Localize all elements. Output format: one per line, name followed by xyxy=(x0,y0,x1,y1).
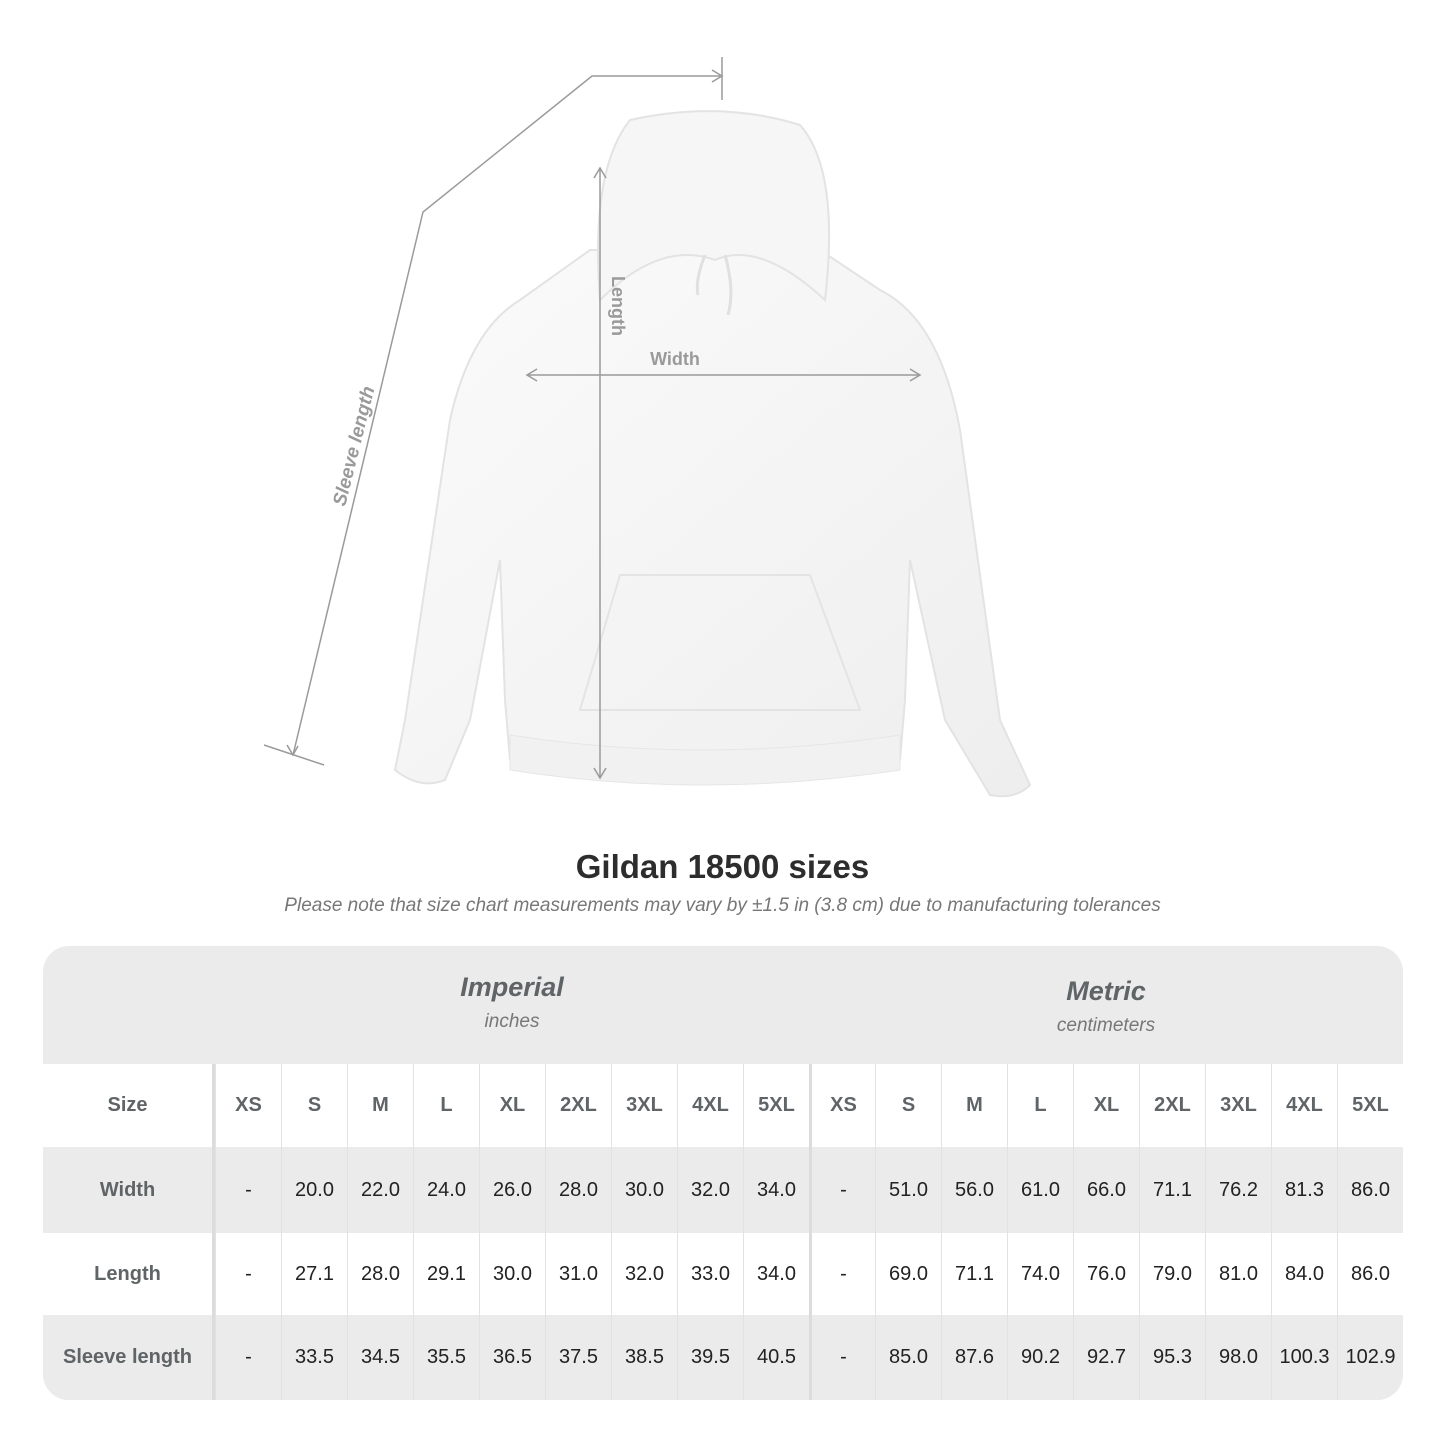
imperial-size-L: L xyxy=(413,1064,479,1147)
page-title: Gildan 18500 sizes xyxy=(575,848,870,885)
metric-value-cell: 95.3 xyxy=(1139,1315,1205,1400)
metric-size-XS: XS xyxy=(809,1064,875,1147)
metric-value-cell: 102.9 xyxy=(1337,1315,1403,1400)
imperial-value-cell: 33.5 xyxy=(281,1315,347,1400)
size-label: Size xyxy=(43,1064,215,1147)
table-row: Length -27.1 28.0 29.1 30.0 31.0 32.0 33.0 34.0-… xyxy=(43,1233,1403,1315)
imperial-header: Imperial inches xyxy=(215,946,809,1064)
metric-header: Metric centimeters xyxy=(809,946,1403,1064)
imperial-size-M: M xyxy=(347,1064,413,1147)
metric-value-cell: 81.3 xyxy=(1271,1147,1337,1233)
metric-value-cell: 76.0 xyxy=(1073,1233,1139,1315)
size-table: Imperial inches Metric centimeters Size X… xyxy=(43,946,1403,1400)
metric-value-cell: 61.0 xyxy=(1007,1147,1073,1233)
metric-value-cell: 87.6 xyxy=(941,1315,1007,1400)
imperial-value-cell: 33.0 xyxy=(677,1233,743,1315)
metric-value-cell: 69.0 xyxy=(875,1233,941,1315)
imperial-value-cell: 34.0 xyxy=(743,1147,809,1233)
imperial-value-cell: - xyxy=(215,1147,281,1233)
imperial-value-cell: 37.5 xyxy=(545,1315,611,1400)
imperial-value-cell: 39.5 xyxy=(677,1315,743,1400)
row-label: Length xyxy=(43,1233,215,1315)
metric-value-cell: 71.1 xyxy=(1139,1147,1205,1233)
imperial-size-XL: XL xyxy=(479,1064,545,1147)
metric-value-cell: 56.0 xyxy=(941,1147,1007,1233)
metric-value-cell: 66.0 xyxy=(1073,1147,1139,1233)
imperial-value-cell: 31.0 xyxy=(545,1233,611,1315)
imperial-value-cell: 28.0 xyxy=(545,1147,611,1233)
imperial-value-cell: 38.5 xyxy=(611,1315,677,1400)
imperial-value-cell: 24.0 xyxy=(413,1147,479,1233)
metric-size-4XL: 4XL xyxy=(1271,1064,1337,1147)
size-header-row: Size XS S M L XL 2XL 3XL 4XL 5XL XS S M L XL 2XL 3XL 4XL 5… xyxy=(43,1064,1403,1147)
metric-value-cell: 81.0 xyxy=(1205,1233,1271,1315)
row-label: Width xyxy=(43,1147,215,1233)
imperial-value-cell: 27.1 xyxy=(281,1233,347,1315)
imperial-title: Imperial xyxy=(460,972,564,1002)
imperial-value-cell: 28.0 xyxy=(347,1233,413,1315)
metric-value-cell: 100.3 xyxy=(1271,1315,1337,1400)
imperial-size-XS: XS xyxy=(215,1064,281,1147)
metric-value-cell: 79.0 xyxy=(1139,1233,1205,1315)
metric-value-cell: 90.2 xyxy=(1007,1315,1073,1400)
imperial-value-cell: 32.0 xyxy=(677,1147,743,1233)
metric-size-S: S xyxy=(875,1064,941,1147)
metric-value-cell: 71.1 xyxy=(941,1233,1007,1315)
metric-value-cell: 92.7 xyxy=(1073,1315,1139,1400)
imperial-value-cell: 35.5 xyxy=(413,1315,479,1400)
row-label: Sleeve length xyxy=(43,1315,215,1400)
imperial-value-cell: - xyxy=(215,1233,281,1315)
imperial-value-cell: 30.0 xyxy=(479,1233,545,1315)
metric-value-cell: 86.0 xyxy=(1337,1233,1403,1315)
imperial-size-3XL: 3XL xyxy=(611,1064,677,1147)
metric-size-3XL: 3XL xyxy=(1205,1064,1271,1147)
imperial-value-cell: 29.1 xyxy=(413,1233,479,1315)
metric-value-cell: - xyxy=(809,1315,875,1400)
table-row: Width -20.0 22.0 24.0 26.0 28.0 30.0 32.0 34.0-5… xyxy=(43,1147,1403,1233)
imperial-size-4XL: 4XL xyxy=(677,1064,743,1147)
imperial-size-S: S xyxy=(281,1064,347,1147)
imperial-value-cell: 26.0 xyxy=(479,1147,545,1233)
imperial-value-cell: 32.0 xyxy=(611,1233,677,1315)
length-guide-label: Length xyxy=(608,276,628,336)
imperial-size-2XL: 2XL xyxy=(545,1064,611,1147)
metric-size-2XL: 2XL xyxy=(1139,1064,1205,1147)
metric-size-L: L xyxy=(1007,1064,1073,1147)
imperial-value-cell: - xyxy=(215,1315,281,1400)
metric-value-cell: 84.0 xyxy=(1271,1233,1337,1315)
metric-value-cell: - xyxy=(809,1233,875,1315)
metric-value-cell: 74.0 xyxy=(1007,1233,1073,1315)
metric-value-cell: 51.0 xyxy=(875,1147,941,1233)
imperial-value-cell: 22.0 xyxy=(347,1147,413,1233)
metric-size-5XL: 5XL xyxy=(1337,1064,1403,1147)
metric-value-cell: 98.0 xyxy=(1205,1315,1271,1400)
imperial-value-cell: 40.5 xyxy=(743,1315,809,1400)
metric-value-cell: - xyxy=(809,1147,875,1233)
imperial-value-cell: 36.5 xyxy=(479,1315,545,1400)
metric-value-cell: 85.0 xyxy=(875,1315,941,1400)
measurement-guides xyxy=(263,57,922,780)
tolerance-note: Please note that size chart measurements… xyxy=(284,895,1161,916)
metric-value-cell: 76.2 xyxy=(1205,1147,1271,1233)
imperial-unit: inches xyxy=(484,1011,540,1032)
imperial-value-cell: 34.5 xyxy=(347,1315,413,1400)
metric-unit: centimeters xyxy=(1056,1015,1156,1036)
sleeve-guide-label: Sleeve length xyxy=(329,384,379,508)
table-row: Sleeve length -33.5 34.5 35.5 36.5 37.5 38.5 39… xyxy=(43,1315,1403,1400)
imperial-value-cell: 20.0 xyxy=(281,1147,347,1233)
metric-size-M: M xyxy=(941,1064,1007,1147)
metric-value-cell: 86.0 xyxy=(1337,1147,1403,1233)
metric-title: Metric xyxy=(1066,976,1146,1006)
hoodie-image xyxy=(393,110,1032,798)
width-guide-label: Width xyxy=(650,349,700,369)
imperial-value-cell: 30.0 xyxy=(611,1147,677,1233)
hoodie-measurement-diagram: Length Width Sleeve length xyxy=(263,57,1032,798)
metric-size-XL: XL xyxy=(1073,1064,1139,1147)
imperial-value-cell: 34.0 xyxy=(743,1233,809,1315)
imperial-size-5XL: 5XL xyxy=(743,1064,809,1147)
